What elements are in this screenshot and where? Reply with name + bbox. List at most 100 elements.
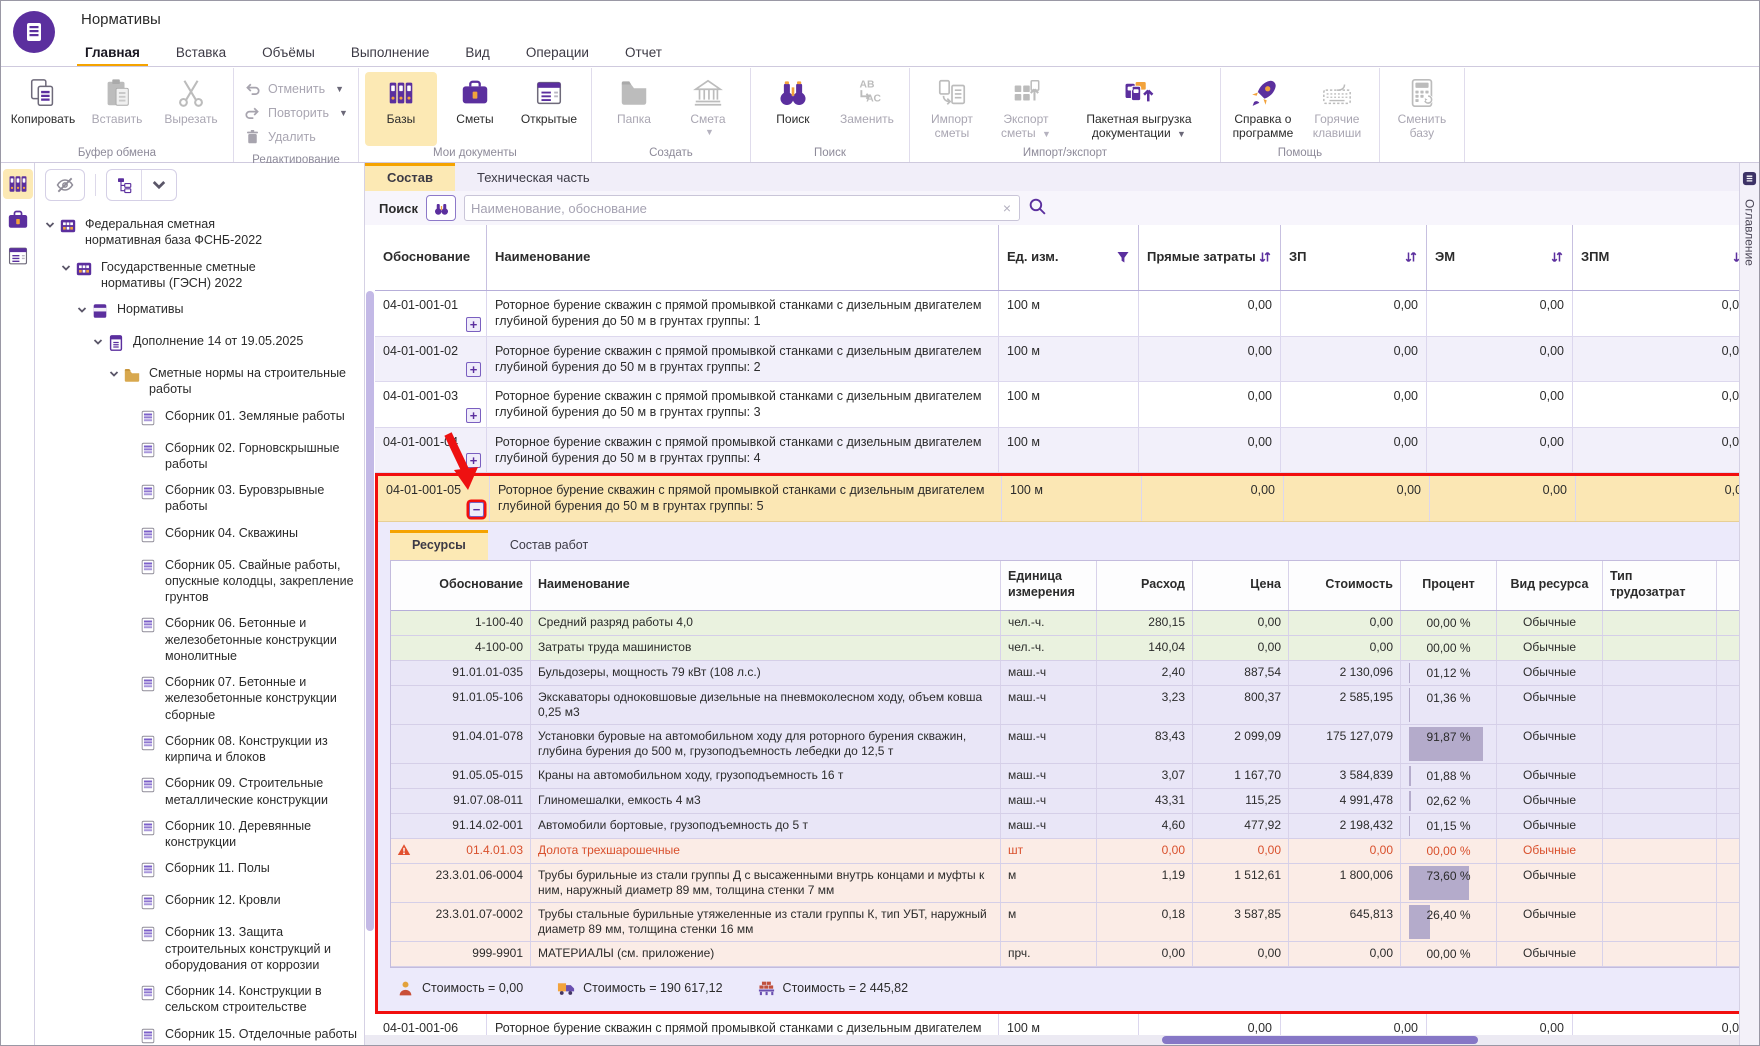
hide-unused-button[interactable] [45, 169, 85, 201]
menu-tab-операции[interactable]: Операции [508, 40, 607, 67]
tree-item[interactable]: Федеральная сметная нормативная база ФСН… [41, 211, 360, 254]
search-binoculars-button[interactable] [426, 195, 456, 221]
column-header-Обоснование[interactable]: Обоснование [375, 225, 487, 290]
chevron-down-icon[interactable] [57, 259, 75, 274]
chevron-down-icon[interactable] [89, 333, 107, 348]
bases-button[interactable]: Базы [365, 72, 437, 146]
composition-tab[interactable]: Техническая часть [455, 163, 612, 191]
dropdown-caret-icon[interactable]: ▼ [335, 84, 344, 94]
resource-row-91.01.01-035[interactable]: 91.01.01-035Бульдозеры, мощность 79 кВт … [391, 661, 1739, 686]
menu-tab-выполнение[interactable]: Выполнение [333, 40, 448, 67]
resource-column-header[interactable]: Стоимость [1289, 561, 1401, 610]
resource-row-91.05.05-015[interactable]: 91.05.05-015Краны на автомобильном ходу,… [391, 764, 1739, 789]
resource-row-23.3.01.06-0004[interactable]: 23.3.01.06-0004Трубы бурильные из стали … [391, 864, 1739, 903]
resource-tab[interactable]: Состав работ [488, 530, 610, 560]
resource-column-header[interactable]: Единица измерения [1001, 561, 1097, 610]
toc-tab[interactable]: Оглавление [1739, 163, 1759, 1045]
tree-item[interactable]: Сборник 02. Горновскрышные работы [41, 435, 360, 478]
tree-item[interactable]: Сборник 01. Земляные работы [41, 403, 360, 435]
resource-row-1-100-40[interactable]: 1-100-40Средний разряд работы 4,0чел.-ч.… [391, 611, 1739, 636]
column-header-Ед. изм.[interactable]: Ед. изм. [999, 225, 1139, 290]
tree-item[interactable]: Сборник 11. Полы [41, 855, 360, 887]
tree-item[interactable]: Сборник 13. Защита строительных конструк… [41, 919, 360, 978]
chevron-down-icon[interactable] [73, 301, 91, 316]
expand-row-button[interactable]: + [466, 408, 481, 423]
search-input[interactable] [471, 201, 1001, 216]
column-header-Наименование[interactable]: Наименование [487, 225, 999, 290]
resource-row-4-100-00[interactable]: 4-100-00Затраты труда машинистовчел.-ч.1… [391, 636, 1739, 661]
tree-item[interactable]: Нормативы [41, 296, 360, 328]
resource-column-header[interactable]: Тип трудозатрат [1603, 561, 1717, 610]
resource-column-header[interactable]: Обоснование [391, 561, 531, 610]
resource-column-header[interactable]: Процент [1401, 561, 1497, 610]
collapse-row-button[interactable]: − [469, 502, 484, 517]
menu-tab-отчет[interactable]: Отчет [607, 40, 680, 67]
tree-item[interactable]: Сборник 09. Строительные металлические к… [41, 770, 360, 813]
rocket-button[interactable]: Справка о программе [1227, 72, 1299, 146]
resource-row-91.14.02-001[interactable]: 91.14.02-001Автомобили бортовые, грузопо… [391, 814, 1739, 839]
tree-item[interactable]: Сборник 04. Скважины [41, 520, 360, 552]
menu-tab-вид[interactable]: Вид [447, 40, 507, 67]
chevron-down-icon[interactable] [141, 170, 176, 200]
column-header-ЗПМ[interactable]: ЗПМ [1573, 225, 1741, 290]
tree-item[interactable]: Государственные сметные нормативы (ГЭСН)… [41, 254, 360, 297]
sort-icon[interactable] [1258, 250, 1272, 264]
menu-tab-главная[interactable]: Главная [67, 40, 158, 67]
column-header-ЗП[interactable]: ЗП [1281, 225, 1427, 290]
tree-item[interactable]: Сборник 05. Свайные работы, опускные кол… [41, 552, 360, 611]
expand-row-button[interactable]: + [466, 453, 481, 468]
clear-search-icon[interactable]: × [1001, 200, 1013, 216]
tree-view-mode-button[interactable] [106, 169, 177, 201]
case-button[interactable]: Сметы [439, 72, 511, 146]
menu-tab-объёмы[interactable]: Объёмы [244, 40, 333, 67]
opened-button[interactable]: Открытые [513, 72, 585, 146]
resource-row-01.4.01.03[interactable]: 01.4.01.03Долота трехшарошечныешт0,000,0… [391, 839, 1739, 864]
resource-column-header[interactable]: Цена [1193, 561, 1289, 610]
horizontal-scrollbar[interactable] [365, 1035, 1739, 1045]
tree-item[interactable]: Сборник 06. Бетонные и железобетонные ко… [41, 610, 360, 669]
tree-item[interactable]: Дополнение 14 от 19.05.2025 [41, 328, 360, 360]
tree-item[interactable]: Сборник 07. Бетонные и железобетонные ко… [41, 669, 360, 728]
resource-tab[interactable]: Ресурсы [390, 530, 488, 560]
expand-row-button[interactable]: + [466, 362, 481, 377]
rail-estimates-button[interactable] [3, 205, 33, 235]
resource-row-91.01.05-106[interactable]: 91.01.05-106Экскаваторы одноковшовые диз… [391, 686, 1739, 725]
resource-column-header[interactable]: Вид ресурса [1497, 561, 1603, 610]
column-header-ЭМ[interactable]: ЭМ [1427, 225, 1573, 290]
composition-tab[interactable]: Состав [365, 163, 455, 191]
column-header-Прямые затраты[interactable]: Прямые затраты [1139, 225, 1281, 290]
filter-icon[interactable] [1116, 250, 1130, 264]
tree-item[interactable]: Сборник 14. Конструкции в сельском строи… [41, 978, 360, 1021]
tree-item[interactable]: Сборник 10. Деревянные конструкции [41, 813, 360, 856]
resource-column-header[interactable]: Расход [1097, 561, 1193, 610]
norm-row-04-01-001-04[interactable]: 04-01-001-04+Роторное бурение скважин с … [375, 428, 1741, 474]
tree-item[interactable]: Сборник 15. Отделочные работы [41, 1021, 360, 1046]
selected-norm-row[interactable]: 04-01-001-05−Роторное бурение скважин с … [378, 476, 1741, 522]
menu-tab-вставка[interactable]: Вставка [158, 40, 244, 67]
resource-row-23.3.01.07-0002[interactable]: 23.3.01.07-0002Трубы стальные бурильные … [391, 903, 1739, 942]
tree-structure-icon[interactable] [107, 170, 141, 200]
batch-button[interactable]: Пакетная выгрузка документации ▼ [1064, 72, 1214, 146]
expand-row-button[interactable]: + [466, 317, 481, 332]
chevron-down-icon[interactable] [41, 216, 59, 231]
norm-row-04-01-001-01[interactable]: 04-01-001-01+Роторное бурение скважин с … [375, 291, 1741, 337]
rail-opened-button[interactable] [3, 241, 33, 271]
horizontal-scrollbar-thumb[interactable] [1162, 1036, 1478, 1044]
norm-row-04-01-001-03[interactable]: 04-01-001-03+Роторное бурение скважин с … [375, 382, 1741, 428]
resource-column-header[interactable]: Наименование [531, 561, 1001, 610]
tree-item[interactable]: Сборник 03. Буровзрывные работы [41, 477, 360, 520]
dropdown-caret-icon[interactable]: ▼ [705, 127, 714, 137]
tree-item[interactable]: Сборник 12. Кровли [41, 887, 360, 919]
tree-item[interactable]: Сметные нормы на строительные работы [41, 360, 360, 403]
norm-row-04-01-001-02[interactable]: 04-01-001-02+Роторное бурение скважин с … [375, 337, 1741, 383]
tree-item[interactable]: Сборник 08. Конструкции из кирпича и бло… [41, 728, 360, 771]
search-icon[interactable] [1028, 197, 1047, 219]
resource-row-999-9901[interactable]: 999-9901МАТЕРИАЛЫ (см. приложение)прч.0,… [391, 942, 1739, 967]
copy-button[interactable]: Копировать [7, 72, 79, 146]
resource-row-91.07.08-011[interactable]: 91.07.08-011Глиномешалки, емкость 4 м3ма… [391, 789, 1739, 814]
sort-icon[interactable] [1404, 250, 1418, 264]
chevron-down-icon[interactable] [105, 365, 123, 380]
resource-row-91.04.01-078[interactable]: 91.04.01-078Установки буровые на автомоб… [391, 725, 1739, 764]
grid-vertical-scrollbar[interactable] [366, 291, 374, 931]
dropdown-caret-icon[interactable]: ▼ [339, 108, 348, 118]
